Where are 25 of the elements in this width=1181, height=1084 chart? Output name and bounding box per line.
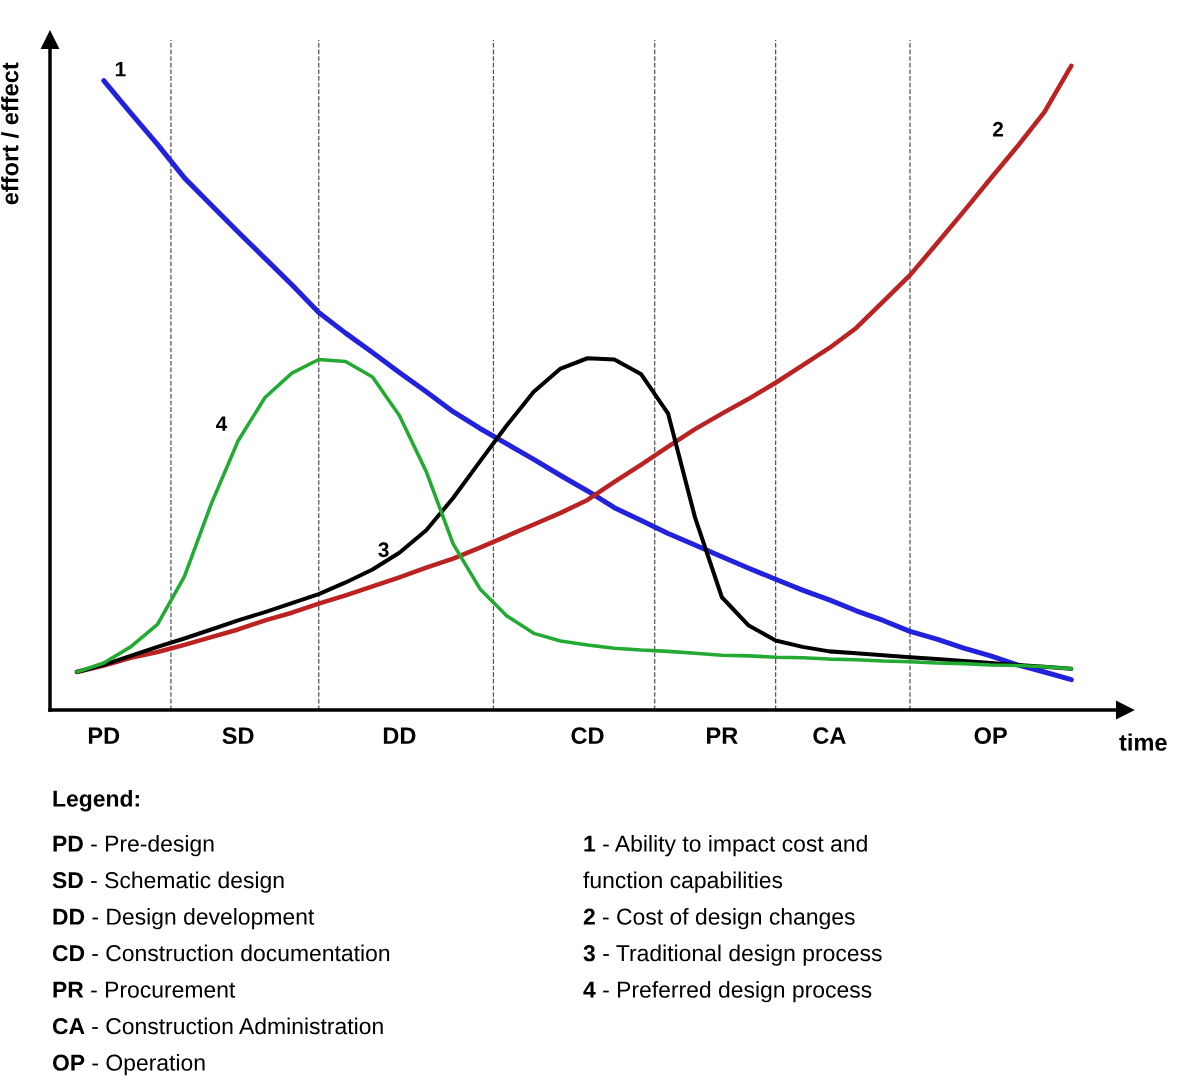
text: 2 - Cost of design changes xyxy=(583,908,855,930)
x-axis-title: time xyxy=(1119,733,1167,751)
x-tick-label: PD xyxy=(88,727,120,744)
y-axis-title: effort / effect xyxy=(1,62,19,205)
x-tick-label: DD xyxy=(383,727,416,744)
text: 4 - Preferred design process xyxy=(583,981,872,1003)
series-label: 2 xyxy=(992,121,1004,137)
text: DD - Design development xyxy=(53,908,315,930)
x-tick-label: CD xyxy=(571,727,604,745)
text: PD - Pre-design xyxy=(53,835,214,857)
series-label: 3 xyxy=(378,542,389,558)
series-label: 1 xyxy=(115,61,126,77)
x-tick-label: SD xyxy=(222,727,254,745)
text: CD - Construction documentation xyxy=(52,944,390,962)
text: 3 - Traditional design process xyxy=(583,944,882,966)
x-tick-label: PR xyxy=(707,727,738,744)
x-tick-label: OP xyxy=(974,727,1007,745)
text: CA - Construction Administration xyxy=(52,1017,383,1035)
series-label: 4 xyxy=(215,416,228,431)
text: Legend: xyxy=(53,790,139,812)
text: PR - Procurement xyxy=(53,981,236,998)
text: SD - Schematic design xyxy=(52,871,284,893)
x-tick-label: CA xyxy=(813,727,846,745)
text: 1 - Ability to impact cost and function capabilities xyxy=(583,835,867,893)
text: OP - Operation xyxy=(52,1054,205,1076)
